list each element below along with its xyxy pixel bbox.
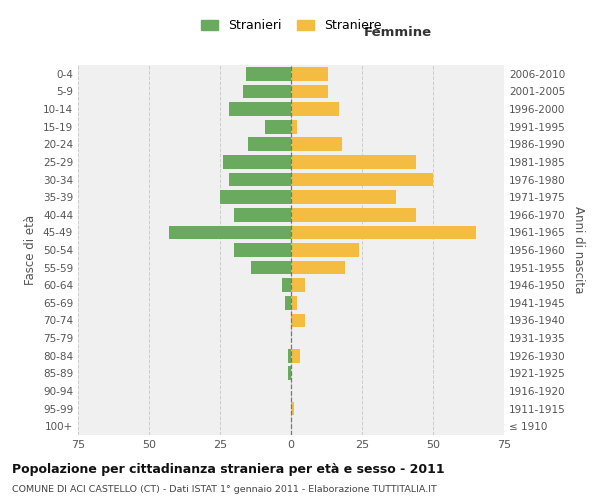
Bar [291, 402, 294, 415]
Bar [283, 278, 291, 292]
Text: COMUNE DI ACI CASTELLO (CT) - Dati ISTAT 1° gennaio 2011 - Elaborazione TUTTITAL: COMUNE DI ACI CASTELLO (CT) - Dati ISTAT… [12, 485, 437, 494]
Bar [234, 208, 291, 222]
Y-axis label: Anni di nascita: Anni di nascita [572, 206, 585, 294]
Text: Femmine: Femmine [364, 26, 431, 39]
Bar [248, 138, 291, 151]
Bar [243, 84, 291, 98]
Bar [291, 243, 359, 257]
Bar [234, 243, 291, 257]
Bar [291, 260, 345, 274]
Bar [286, 296, 291, 310]
Bar [291, 278, 305, 292]
Bar [291, 172, 433, 186]
Bar [291, 138, 342, 151]
Bar [291, 102, 339, 116]
Text: Popolazione per cittadinanza straniera per età e sesso - 2011: Popolazione per cittadinanza straniera p… [12, 462, 445, 475]
Bar [220, 190, 291, 204]
Bar [291, 296, 296, 310]
Bar [291, 84, 328, 98]
Bar [291, 67, 328, 80]
Bar [291, 226, 476, 239]
Bar [251, 260, 291, 274]
Bar [288, 349, 291, 362]
Y-axis label: Fasce di età: Fasce di età [25, 215, 37, 285]
Bar [288, 366, 291, 380]
Bar [291, 120, 296, 134]
Bar [291, 155, 416, 169]
Bar [265, 120, 291, 134]
Bar [291, 349, 299, 362]
Bar [245, 67, 291, 80]
Bar [291, 190, 396, 204]
Bar [223, 155, 291, 169]
Bar [291, 208, 416, 222]
Bar [229, 172, 291, 186]
Bar [229, 102, 291, 116]
Bar [169, 226, 291, 239]
Legend: Stranieri, Straniere: Stranieri, Straniere [200, 20, 382, 32]
Bar [291, 314, 305, 328]
